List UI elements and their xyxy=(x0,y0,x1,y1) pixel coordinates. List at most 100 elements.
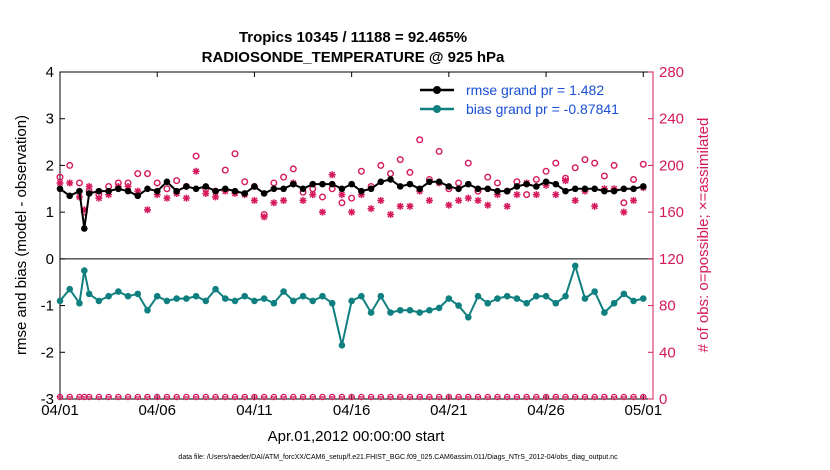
rmse-point xyxy=(231,187,239,195)
obs-assimilated-point xyxy=(182,194,190,202)
obs-possible-point xyxy=(75,179,83,187)
y-tick-label-right: 160 xyxy=(659,204,684,221)
bias-point xyxy=(610,299,618,307)
rmse-point xyxy=(105,187,112,195)
rmse-point xyxy=(406,180,414,188)
obs-assimilated-point xyxy=(425,196,433,204)
bias-point xyxy=(212,285,219,293)
bias-point xyxy=(76,299,83,307)
rmse-point xyxy=(630,185,637,193)
obs-possible-point xyxy=(600,172,608,180)
rmse-point xyxy=(474,185,482,193)
bias-point xyxy=(134,290,142,298)
obs-assimilated-point xyxy=(484,201,492,209)
obs-assimilated-point xyxy=(280,196,288,204)
bias-point xyxy=(66,285,74,293)
asterisk-stroke xyxy=(309,191,316,198)
asterisk-stroke xyxy=(465,194,472,202)
obs-possible-point xyxy=(153,179,161,187)
asterisk-stroke xyxy=(299,197,307,204)
bias-point xyxy=(571,262,579,270)
rmse-point xyxy=(153,187,161,195)
obs-assimilated-point xyxy=(56,179,64,187)
x-tick-label: 04/21 xyxy=(430,402,468,419)
y-tick-label-right: 80 xyxy=(659,298,676,315)
obs-possible-point xyxy=(552,159,560,167)
asterisk-stroke xyxy=(484,202,491,209)
asterisk-stroke xyxy=(377,197,384,204)
obs-possible-point xyxy=(581,156,589,164)
right-axis: 0 40 80 120 160 200 240 280 xyxy=(648,64,684,408)
bias-point xyxy=(221,295,229,302)
obs-assimilated-point xyxy=(309,191,317,199)
obs-assimilated-point xyxy=(348,208,356,216)
bias-point xyxy=(552,299,560,307)
bias-point xyxy=(124,292,132,300)
bias-point xyxy=(484,299,492,307)
obs-assimilated-point xyxy=(503,202,511,210)
obs-assimilated-point xyxy=(328,171,336,179)
obs-assimilated-point xyxy=(562,177,570,185)
bias-point xyxy=(260,295,268,302)
asterisk-stroke xyxy=(572,197,579,204)
bias-point xyxy=(241,292,249,300)
rmse-point xyxy=(620,185,628,193)
rmse-point xyxy=(377,178,385,186)
rmse-point xyxy=(212,187,219,195)
rmse-point xyxy=(328,180,336,188)
y-tick-label-left: 3 xyxy=(46,111,54,128)
bias-point xyxy=(494,295,501,302)
y-axis-label-left: rmse and bias (model - observation) xyxy=(13,115,30,355)
rmse-point xyxy=(299,185,307,193)
bias-point xyxy=(464,313,472,321)
asterisk-stroke xyxy=(348,209,355,216)
rmse-point xyxy=(192,185,200,193)
obs-possible-point xyxy=(639,160,647,168)
legend-bias-marker xyxy=(433,105,441,113)
obs-possible-point xyxy=(143,170,151,178)
rmse-point xyxy=(533,183,540,190)
obs-assimilated-point xyxy=(95,194,103,202)
bias-point xyxy=(639,295,647,302)
y-tick-label-right: 120 xyxy=(659,251,684,268)
y-tick-label-right: 40 xyxy=(659,344,676,361)
obs-assimilated-point xyxy=(396,202,404,210)
x-tick-label: 04/01 xyxy=(41,402,79,419)
legend: rmse grand pr = 1.482 bias grand pr = -0… xyxy=(420,82,619,117)
obs-assimilated-point xyxy=(212,193,220,201)
rmse-point xyxy=(610,187,618,195)
obs-possible-point xyxy=(338,199,346,207)
obs-possible-point xyxy=(591,159,599,167)
bias-point xyxy=(581,295,589,302)
x-axis-label: Apr.01,2012 00:00:00 start xyxy=(268,428,446,445)
bias-point xyxy=(435,304,443,312)
rmse-point xyxy=(571,185,579,193)
legend-rmse-label: rmse grand pr = 1.482 xyxy=(466,82,604,98)
asterisk-stroke xyxy=(261,213,268,220)
x-tick-label: 04/26 xyxy=(527,402,565,419)
asterisk-stroke xyxy=(513,191,521,198)
obs-possible-point xyxy=(66,161,74,169)
rmse-point xyxy=(639,183,647,190)
bias-point xyxy=(503,292,511,300)
obs-assimilated-point xyxy=(406,202,414,210)
bias-point xyxy=(387,309,394,316)
x-tick-label: 04/16 xyxy=(333,402,371,419)
obs-possible-point xyxy=(241,178,249,186)
asterisk-stroke xyxy=(397,203,404,210)
y-tick-label-left: 4 xyxy=(46,64,54,81)
obs-assimilated-point xyxy=(338,191,346,199)
bias-point xyxy=(299,292,307,300)
y-tick-label-left: 2 xyxy=(46,157,54,174)
rmse-point xyxy=(581,185,589,193)
y-tick-label-left: 1 xyxy=(46,204,54,221)
asterisk-stroke xyxy=(56,179,64,187)
obs-assimilated-point xyxy=(591,202,599,210)
y-tick-label-right: 0 xyxy=(659,391,667,408)
obs-possible-point xyxy=(630,175,638,183)
legend-rmse-marker xyxy=(433,86,441,94)
obs-assimilated-point xyxy=(532,191,540,199)
obs-possible-point xyxy=(523,191,531,199)
asterisk-stroke xyxy=(192,168,200,175)
rmse-point xyxy=(494,187,501,195)
